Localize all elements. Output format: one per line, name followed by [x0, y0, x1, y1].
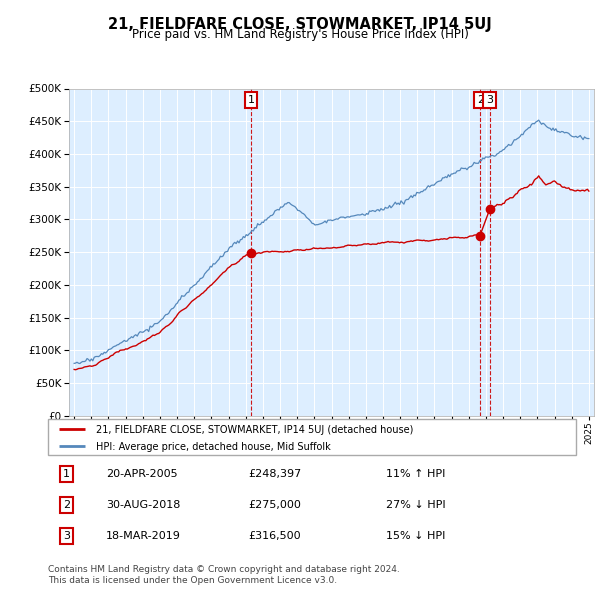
Text: This data is licensed under the Open Government Licence v3.0.: This data is licensed under the Open Gov…	[48, 576, 337, 585]
Text: 21, FIELDFARE CLOSE, STOWMARKET, IP14 5UJ: 21, FIELDFARE CLOSE, STOWMARKET, IP14 5U…	[108, 17, 492, 31]
Text: 30-AUG-2018: 30-AUG-2018	[106, 500, 181, 510]
FancyBboxPatch shape	[48, 419, 576, 455]
Text: 2: 2	[476, 95, 484, 105]
Text: 2: 2	[63, 500, 70, 510]
Text: 1: 1	[63, 469, 70, 479]
Text: 20-APR-2005: 20-APR-2005	[106, 469, 178, 479]
Text: 15% ↓ HPI: 15% ↓ HPI	[386, 531, 445, 541]
Text: HPI: Average price, detached house, Mid Suffolk: HPI: Average price, detached house, Mid …	[95, 442, 330, 452]
Text: 1: 1	[247, 95, 254, 105]
Text: 3: 3	[486, 95, 493, 105]
Text: 21, FIELDFARE CLOSE, STOWMARKET, IP14 5UJ (detached house): 21, FIELDFARE CLOSE, STOWMARKET, IP14 5U…	[95, 425, 413, 435]
Text: 18-MAR-2019: 18-MAR-2019	[106, 531, 181, 541]
Text: 11% ↑ HPI: 11% ↑ HPI	[386, 469, 445, 479]
Text: £275,000: £275,000	[248, 500, 302, 510]
Text: £316,500: £316,500	[248, 531, 301, 541]
Text: Price paid vs. HM Land Registry's House Price Index (HPI): Price paid vs. HM Land Registry's House …	[131, 28, 469, 41]
Text: 3: 3	[63, 531, 70, 541]
Text: Contains HM Land Registry data © Crown copyright and database right 2024.: Contains HM Land Registry data © Crown c…	[48, 565, 400, 574]
Text: 27% ↓ HPI: 27% ↓ HPI	[386, 500, 446, 510]
Text: £248,397: £248,397	[248, 469, 302, 479]
